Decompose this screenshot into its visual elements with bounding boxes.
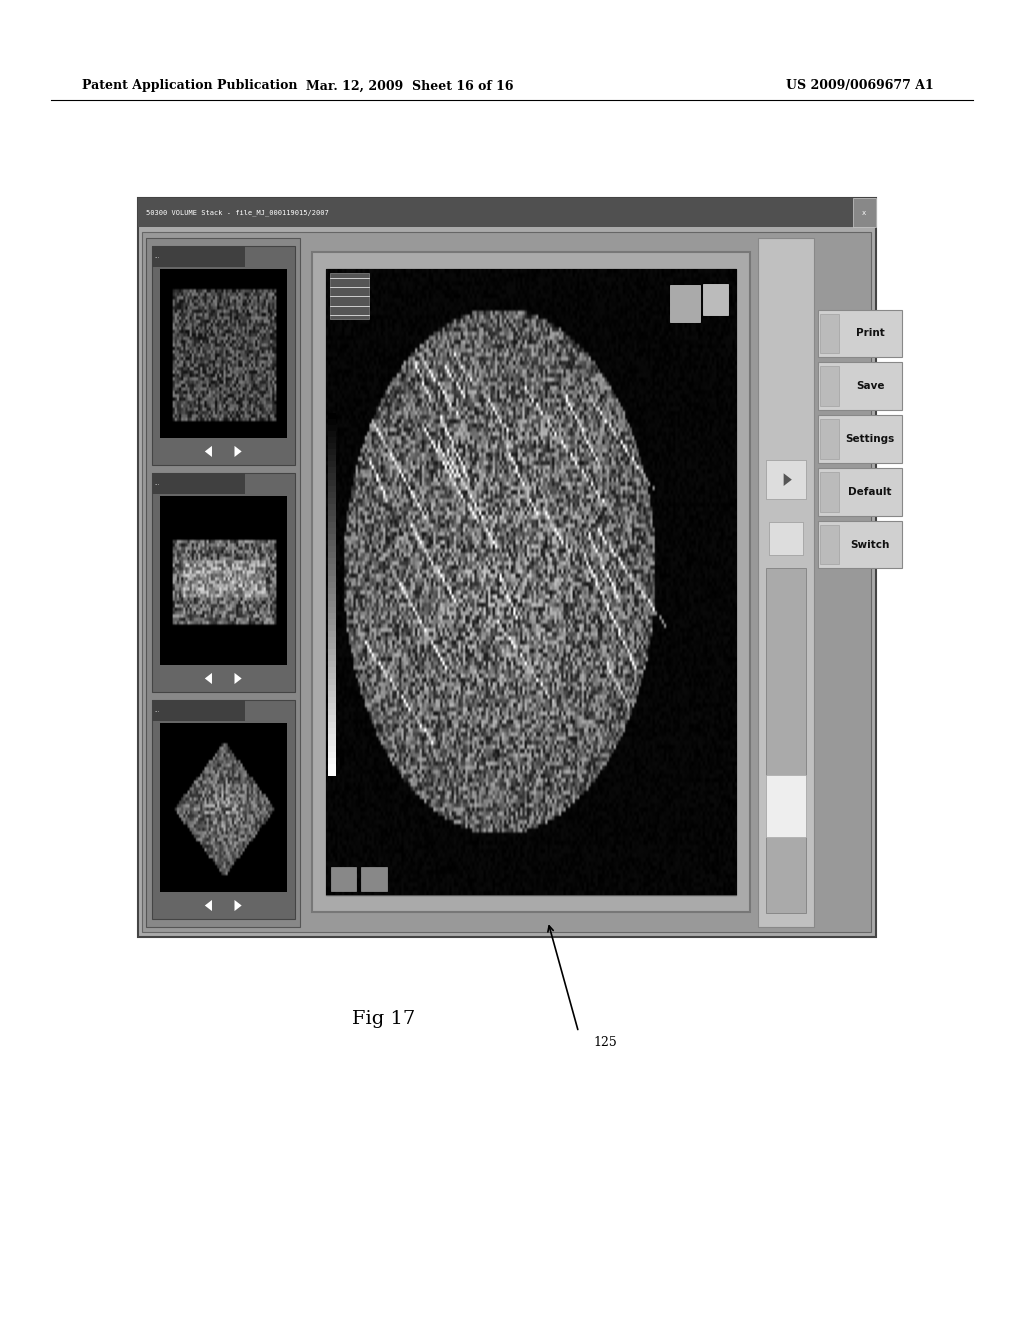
Text: 50300 VOLUME Stack - file_MJ_000119015/2007: 50300 VOLUME Stack - file_MJ_000119015/2…: [146, 209, 329, 216]
Polygon shape: [205, 673, 212, 684]
Bar: [152, 473, 295, 692]
Bar: [820, 314, 839, 354]
Bar: [818, 363, 902, 411]
Text: Switch: Switch: [851, 540, 890, 549]
Bar: [853, 198, 876, 227]
Text: ...: ...: [155, 708, 160, 713]
Bar: [138, 198, 876, 937]
Bar: [160, 723, 287, 892]
Text: Settings: Settings: [846, 434, 895, 444]
Text: US 2009/0069677 A1: US 2009/0069677 A1: [786, 79, 934, 92]
Text: Print: Print: [856, 329, 885, 338]
Bar: [312, 252, 750, 912]
Bar: [703, 284, 728, 315]
Text: ...: ...: [155, 480, 160, 486]
Bar: [820, 525, 839, 565]
Bar: [818, 310, 902, 358]
Bar: [142, 232, 871, 932]
Text: 125: 125: [594, 1036, 617, 1049]
Bar: [670, 285, 700, 322]
Bar: [331, 867, 356, 891]
Bar: [330, 273, 369, 319]
Polygon shape: [234, 900, 242, 911]
Bar: [160, 269, 287, 438]
Bar: [152, 246, 245, 267]
Bar: [152, 246, 295, 465]
Bar: [818, 416, 902, 463]
Bar: [766, 459, 806, 499]
Text: x: x: [862, 210, 866, 215]
Bar: [766, 775, 806, 837]
Bar: [818, 521, 902, 569]
Polygon shape: [205, 900, 212, 911]
Bar: [820, 473, 839, 512]
Bar: [152, 473, 245, 494]
Text: Patent Application Publication: Patent Application Publication: [82, 79, 297, 92]
Bar: [758, 238, 814, 927]
Bar: [326, 269, 736, 895]
Text: Default: Default: [849, 487, 892, 496]
Text: Fig 17: Fig 17: [352, 1010, 416, 1028]
Bar: [769, 521, 803, 554]
Text: Save: Save: [856, 381, 885, 391]
Bar: [820, 367, 839, 407]
Text: Mar. 12, 2009  Sheet 16 of 16: Mar. 12, 2009 Sheet 16 of 16: [306, 79, 513, 92]
Polygon shape: [234, 446, 242, 457]
Bar: [138, 198, 876, 227]
Bar: [152, 700, 295, 919]
Text: ...: ...: [155, 253, 160, 259]
Bar: [820, 420, 839, 459]
Bar: [818, 469, 902, 516]
Bar: [152, 700, 245, 721]
Bar: [361, 867, 387, 891]
Bar: [146, 238, 300, 927]
Polygon shape: [205, 446, 212, 457]
Polygon shape: [234, 673, 242, 684]
Bar: [160, 496, 287, 665]
Polygon shape: [783, 474, 792, 486]
Bar: [766, 569, 806, 913]
